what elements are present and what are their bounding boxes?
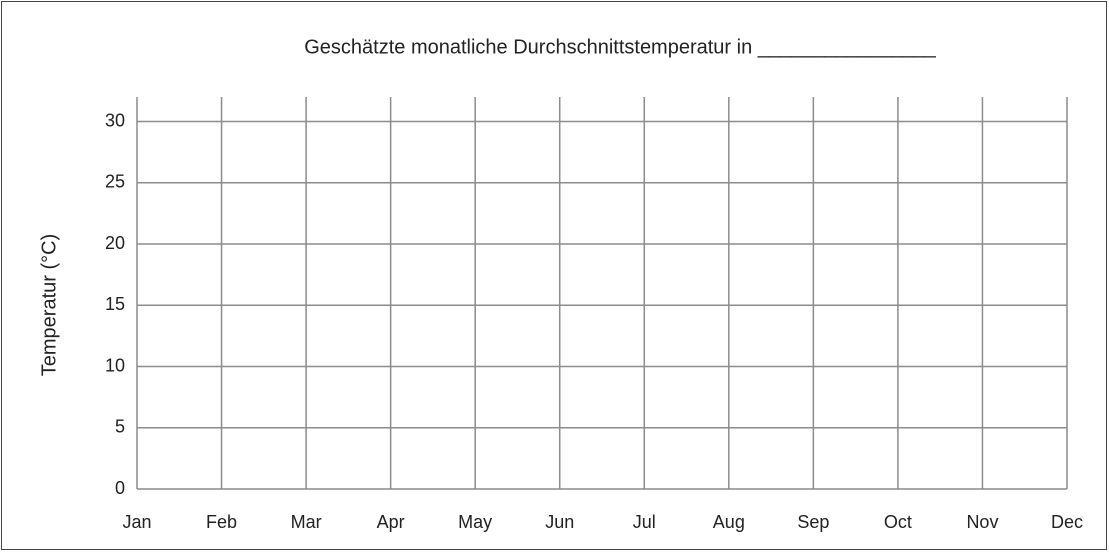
- y-tick-label: 30: [105, 110, 125, 130]
- y-tick-label: 5: [115, 417, 125, 437]
- y-tick-label: 15: [105, 294, 125, 314]
- y-tick-label: 20: [105, 233, 125, 253]
- x-tick-label: Apr: [377, 512, 405, 532]
- x-tick-label: Nov: [966, 512, 998, 532]
- y-tick-label: 10: [105, 355, 125, 375]
- y-axis-label: Temperatur (°C): [38, 234, 60, 376]
- x-tick-label: Feb: [206, 512, 237, 532]
- x-tick-label: Oct: [884, 512, 912, 532]
- x-tick-label: Jan: [122, 512, 151, 532]
- chart-title: Geschätzte monatliche Durchschnittstempe…: [304, 36, 936, 58]
- x-tick-label: Aug: [713, 512, 745, 532]
- x-tick-label: Mar: [291, 512, 322, 532]
- x-tick-label: May: [458, 512, 492, 532]
- y-tick-label: 25: [105, 172, 125, 192]
- x-tick-label: Dec: [1051, 512, 1083, 532]
- x-tick-label: Jul: [633, 512, 656, 532]
- x-tick-label: Jun: [545, 512, 574, 532]
- x-tick-label: Sep: [797, 512, 829, 532]
- y-tick-label: 0: [115, 478, 125, 498]
